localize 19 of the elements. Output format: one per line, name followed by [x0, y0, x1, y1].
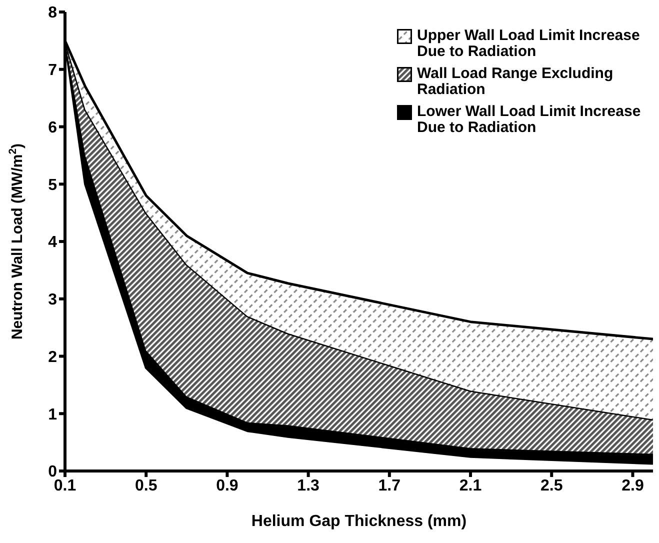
y-tick-label: 3 — [48, 292, 58, 309]
y-tick-label: 7 — [48, 62, 58, 80]
x-tick-label: 2.9 — [622, 477, 644, 494]
y-tick-label: 6 — [48, 119, 58, 136]
x-tick-label: 2.1 — [459, 477, 482, 494]
y-tick-label: 4 — [48, 234, 58, 252]
y-tick-label: 1 — [48, 406, 58, 424]
x-tick-label: 0.9 — [216, 477, 238, 494]
x-tick-label: 1.3 — [297, 477, 320, 494]
legend-label: Upper Wall Load Limit Increase Due to Radiation — [417, 27, 641, 60]
y-tick-label: 2 — [48, 348, 58, 366]
y-tick-label: 8 — [48, 4, 58, 22]
x-axis-title: Helium Gap Thickness (mm) — [251, 513, 467, 530]
y-tick-label: 5 — [48, 176, 58, 194]
legend-label: Wall Load Range Excluding Radiation — [417, 65, 614, 98]
x-tick-label: 2.5 — [540, 477, 563, 494]
x-tick-label: 0.5 — [134, 477, 158, 494]
legend-label: Lower Wall Load Limit Increase Due to Radiation — [417, 103, 642, 136]
x-tick-label: 1.7 — [378, 477, 401, 494]
